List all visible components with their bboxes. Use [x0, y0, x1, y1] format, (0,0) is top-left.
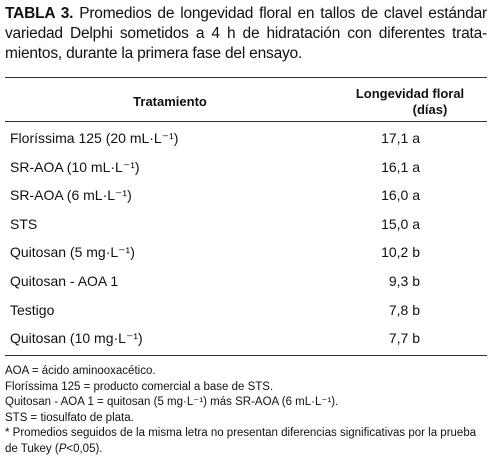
- table-row: Quitosan (5 mg·L⁻¹) 10,2 b: [10, 238, 480, 266]
- longevity: 15,0 a: [381, 215, 420, 232]
- treatment: Quitosan (5 mg·L⁻¹): [10, 244, 135, 261]
- longevity: 9,3 b: [388, 273, 420, 289]
- note: AOA = ácido aminooxacético.: [5, 365, 156, 377]
- table-row: Quitosan (10 mg·L⁻¹) 7,7 b: [10, 324, 480, 352]
- note: Quitosan - AOA 1 = quitosan (5 mg·L⁻¹) m…: [5, 396, 339, 408]
- footnote: * Promedios seguidos de la misma letra n…: [5, 426, 489, 457]
- footnote-end: <0,05).: [66, 442, 103, 455]
- table-row: STS 15,0 a: [10, 210, 480, 238]
- longevity: 16,0 a: [381, 187, 420, 204]
- header-unit: (días): [412, 102, 448, 117]
- caption-label: TABLA 3.: [5, 5, 74, 22]
- caption: TABLA 3. Promedios de longevidad floral …: [5, 4, 487, 64]
- note: STS = tiosulfato de plata.: [5, 411, 134, 424]
- caption-line: mientos, durante la primera fase del ens…: [5, 45, 303, 62]
- longevity: 17,1 a: [381, 130, 420, 146]
- treatment: SR-AOA (10 mL·L⁻¹): [10, 158, 140, 175]
- treatment: SR-AOA (6 mL·L⁻¹): [10, 187, 132, 204]
- treatment: STS: [10, 215, 38, 232]
- longevity: 7,8 b: [388, 301, 420, 318]
- notes: AOA = ácido aminooxacético. Floríssima 12…: [5, 364, 489, 457]
- longevity: 7,7 b: [388, 330, 420, 347]
- header-treatment: Tratamiento: [133, 94, 207, 109]
- header-rule: [5, 121, 487, 122]
- header-line: Longevidad floral: [355, 86, 465, 101]
- footnote-text: * Promedios seguidos de la misma letra n…: [5, 427, 477, 455]
- table-row: Testigo 7,8 b: [10, 296, 480, 324]
- caption-line: TABLA 3. Promedios de longevidad floral …: [5, 4, 487, 24]
- table-row: SR-AOA (6 mL·L⁻¹) 16,0 a: [10, 181, 480, 209]
- table-row: Floríssima 125 (20 mL·L⁻¹) 17,1 a: [10, 124, 480, 152]
- longevity: 10,2 b: [381, 244, 420, 261]
- caption-line: variedad Delphi sometidos a 4 h de hidra…: [5, 25, 487, 42]
- table-row: Quitosan - AOA 1 9,3 b: [10, 267, 480, 295]
- footnote-italic: P: [58, 442, 67, 455]
- table-row: SR-AOA (10 mL·L⁻¹) 16,1 a: [10, 153, 480, 181]
- header-longevity: Longevidad floral (días): [340, 86, 480, 118]
- bottom-rule: [5, 355, 487, 356]
- treatment: Quitosan - AOA 1: [10, 273, 119, 289]
- treatment: Testigo: [10, 301, 55, 318]
- caption-text: Promedios de longevidad floral en tallos…: [79, 5, 487, 22]
- treatment: Floríssima 125 (20 mL·L⁻¹): [10, 130, 179, 146]
- longevity: 16,1 a: [381, 158, 420, 175]
- treatment: Quitosan (10 mg·L⁻¹): [10, 330, 143, 347]
- note: Floríssima 125 = producto comercial a ba…: [5, 380, 274, 393]
- top-rule: [5, 77, 487, 78]
